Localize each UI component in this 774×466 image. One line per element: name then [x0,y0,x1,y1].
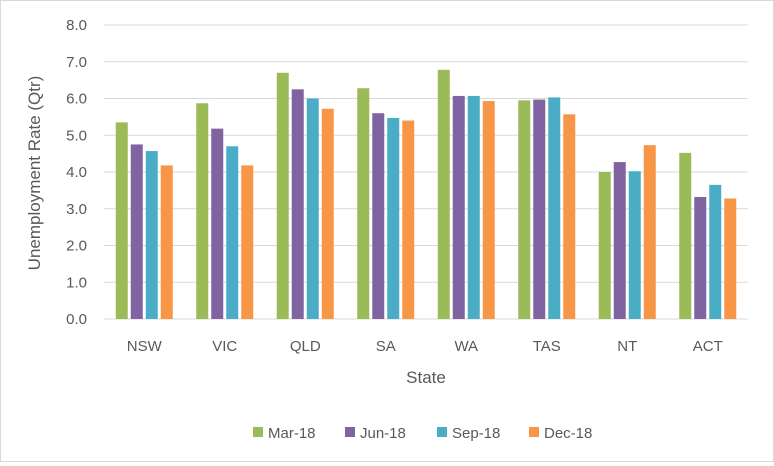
legend-label: Mar-18 [268,425,316,442]
legend-swatch [529,427,539,437]
bar-nsw-sep-18 [145,151,158,319]
bar-nt-jun-18 [613,162,626,319]
y-tick-label: 8.0 [66,17,87,34]
x-tick-label: NSW [127,338,163,355]
y-tick-label: 1.0 [66,274,87,291]
y-tick-label: 4.0 [66,164,87,181]
bar-vic-dec-18 [241,165,254,319]
bar-wa-mar-18 [437,69,450,320]
bar-sa-dec-18 [402,120,415,319]
bar-nt-dec-18 [643,145,656,319]
y-axis-title: Unemployment Rate (Qtr) [25,76,44,271]
legend-label: Sep-18 [452,425,500,442]
bar-act-dec-18 [724,198,737,319]
bar-tas-jun-18 [533,99,546,319]
y-tick-label: 7.0 [66,54,87,71]
bar-nsw-jun-18 [130,144,143,319]
y-tick-label: 6.0 [66,91,87,108]
bar-vic-sep-18 [226,146,239,319]
bar-nsw-mar-18 [115,122,128,319]
bar-nsw-dec-18 [160,165,173,319]
x-tick-label: VIC [212,338,237,355]
y-tick-label: 0.0 [66,311,87,328]
legend-swatch [253,427,263,437]
bar-vic-mar-18 [196,103,209,319]
y-tick-label: 2.0 [66,238,87,255]
bar-sa-sep-18 [387,117,400,319]
x-tick-label: QLD [290,338,321,355]
bar-nt-sep-18 [628,171,641,319]
legend-swatch [437,427,447,437]
bar-qld-jun-18 [291,89,304,319]
y-tick-label: 5.0 [66,127,87,144]
bar-wa-dec-18 [482,101,495,319]
legend: Mar-18 Jun-18 Sep-18 Dec-18 [253,425,592,442]
bar-wa-jun-18 [452,95,465,320]
bar-tas-mar-18 [518,100,531,320]
bar-sa-mar-18 [357,88,370,320]
legend-label: Dec-18 [544,425,592,442]
x-tick-label: SA [376,338,396,355]
x-tick-label: NT [617,338,637,355]
bar-vic-jun-18 [211,128,224,319]
bar-tas-sep-18 [548,97,561,320]
x-tick-label: WA [454,338,478,355]
bar-nt-mar-18 [598,172,611,319]
y-axis-ticks: 0.0 1.0 2.0 3.0 4.0 5.0 6.0 7.0 8.0 [66,17,87,328]
bar-qld-mar-18 [276,72,289,320]
x-tick-label: TAS [533,338,561,355]
bar-sa-jun-18 [372,113,385,319]
bar-act-sep-18 [709,184,722,319]
bar-act-mar-18 [679,152,692,319]
bar-qld-dec-18 [321,108,334,319]
bar-wa-sep-18 [467,95,480,320]
legend-label: Jun-18 [360,425,406,442]
y-tick-label: 3.0 [66,201,87,218]
bar-qld-sep-18 [306,98,319,319]
x-axis-title: State [406,368,446,387]
bar-tas-dec-18 [563,114,576,320]
legend-swatch [345,427,355,437]
x-axis-ticks: NSW VIC QLD SA WA TAS NT ACT [127,338,723,355]
bar-act-jun-18 [694,196,707,319]
bars [115,69,737,320]
x-tick-label: ACT [693,338,723,355]
